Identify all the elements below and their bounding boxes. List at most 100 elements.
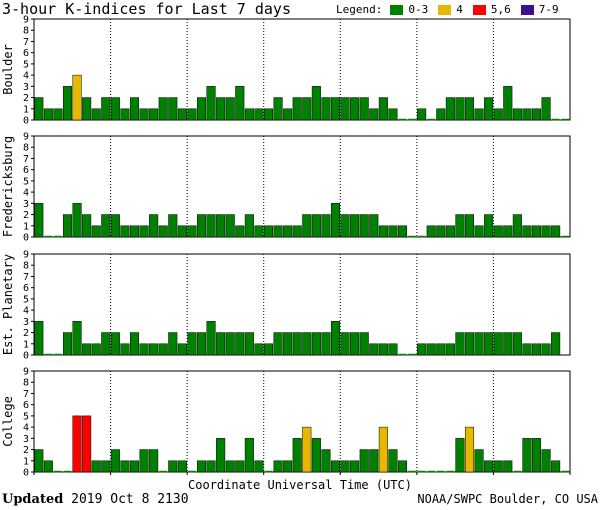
k-index-bar: [302, 214, 312, 238]
k-index-bar: [110, 449, 120, 473]
y-tick-label: 5: [23, 176, 29, 187]
k-index-bar: [72, 203, 82, 238]
k-index-bar: [34, 203, 44, 238]
y-tick-label: 9: [23, 132, 29, 143]
k-index-bar: [512, 108, 522, 121]
k-index-bar: [158, 225, 168, 238]
y-tick-label: 6: [23, 48, 29, 59]
k-index-bar: [216, 97, 226, 121]
k-index-bar: [244, 108, 254, 121]
k-index-bar: [426, 225, 436, 238]
k-index-bar: [493, 332, 503, 356]
k-index-bar: [493, 108, 503, 121]
k-index-bar: [244, 214, 254, 238]
legend-swatch-5-6: [472, 4, 486, 15]
y-tick-label: 0: [23, 351, 29, 362]
y-tick-label: 4: [23, 423, 29, 434]
k-index-bar: [225, 214, 235, 238]
y-tick-label: 7: [23, 389, 29, 400]
k-index-bar: [91, 460, 101, 473]
k-index-bar: [254, 108, 264, 121]
k-index-bar: [72, 321, 82, 356]
chart-title: 3-hour K-indices for Last 7 days: [2, 0, 291, 18]
k-index-bar: [436, 343, 446, 356]
k-index-bar: [120, 225, 130, 238]
k-index-bar: [340, 214, 350, 238]
y-tick-label: 4: [23, 306, 29, 317]
k-index-bar: [369, 343, 379, 356]
y-tick-label: 9: [23, 367, 29, 378]
k-index-bar: [292, 97, 302, 121]
k-index-bar: [120, 343, 130, 356]
y-tick-label: 1: [23, 104, 29, 115]
y-tick-label: 8: [23, 143, 29, 154]
k-index-bar: [512, 214, 522, 238]
updated-timestamp: Updated 2019 Oct 8 2130: [2, 492, 189, 507]
k-index-bar: [168, 460, 178, 473]
x-tick-label: Oct 06: [320, 476, 360, 478]
k-index-bar: [168, 332, 178, 356]
k-index-bar: [101, 97, 111, 121]
k-index-bar: [531, 108, 542, 121]
k-index-bar: [311, 214, 321, 238]
k-index-bar: [72, 415, 82, 473]
k-index-bar: [129, 332, 140, 356]
k-index-bar: [350, 214, 360, 238]
k-index-bar: [254, 225, 264, 238]
k-index-bar: [196, 332, 207, 356]
k-index-bar: [369, 214, 379, 238]
legend-swatch-7-9: [520, 4, 534, 15]
k-index-bar: [244, 438, 254, 473]
k-index-bar: [321, 332, 331, 356]
k-index-bar: [302, 97, 312, 121]
k-index-bar: [541, 225, 551, 238]
k-index-bar: [330, 460, 341, 473]
k-index-bar: [34, 449, 44, 473]
legend-item-5-6: 5,6: [472, 3, 511, 16]
k-index-bar: [330, 321, 341, 356]
k-index-bar: [551, 332, 561, 356]
k-index-bar: [350, 460, 360, 473]
k-index-bar: [359, 97, 369, 121]
k-index-bar: [139, 108, 149, 121]
k-index-bar: [436, 225, 446, 238]
y-tick-label: 3: [23, 317, 29, 328]
k-index-bar: [503, 225, 513, 238]
y-tick-label: 5: [23, 411, 29, 422]
k-index-bar: [216, 214, 226, 238]
k-index-bar: [436, 108, 446, 121]
k-index-bar: [369, 449, 379, 473]
k-index-bar: [464, 97, 475, 121]
k-index-bar: [206, 460, 216, 473]
k-index-bar: [263, 108, 274, 121]
y-tick-label: 7: [23, 272, 29, 283]
k-index-bar: [445, 225, 455, 238]
k-index-bar: [302, 426, 312, 473]
k-index-bar: [378, 426, 388, 473]
y-tick-label: 2: [23, 210, 29, 221]
k-index-bar: [187, 108, 197, 121]
k-index-bar: [120, 460, 130, 473]
legend-item-label: 4: [456, 3, 463, 16]
k-index-bar: [225, 97, 235, 121]
k-index-bar: [455, 332, 465, 356]
x-tick-label: Oct 03: [91, 476, 131, 478]
k-index-bar: [82, 214, 92, 238]
x-tick-label: Oct 05: [244, 476, 284, 478]
y-tick-label: 2: [23, 445, 29, 456]
y-tick-label: 5: [23, 294, 29, 305]
k-index-bar: [522, 343, 532, 356]
k-index-bar: [541, 97, 551, 121]
k-index-bar: [158, 343, 168, 356]
k-index-bar: [292, 225, 302, 238]
k-index-bar: [311, 332, 321, 356]
x-tick-label: Oct 04: [167, 476, 207, 478]
y-tick-label: 1: [23, 221, 29, 232]
k-index-bar: [484, 97, 494, 121]
k-index-bar: [531, 225, 542, 238]
y-tick-label: 5: [23, 59, 29, 70]
k-index-bar: [503, 460, 513, 473]
k-index-bar: [206, 321, 216, 356]
k-index-bar: [235, 225, 245, 238]
y-tick-label: 2: [23, 93, 29, 104]
